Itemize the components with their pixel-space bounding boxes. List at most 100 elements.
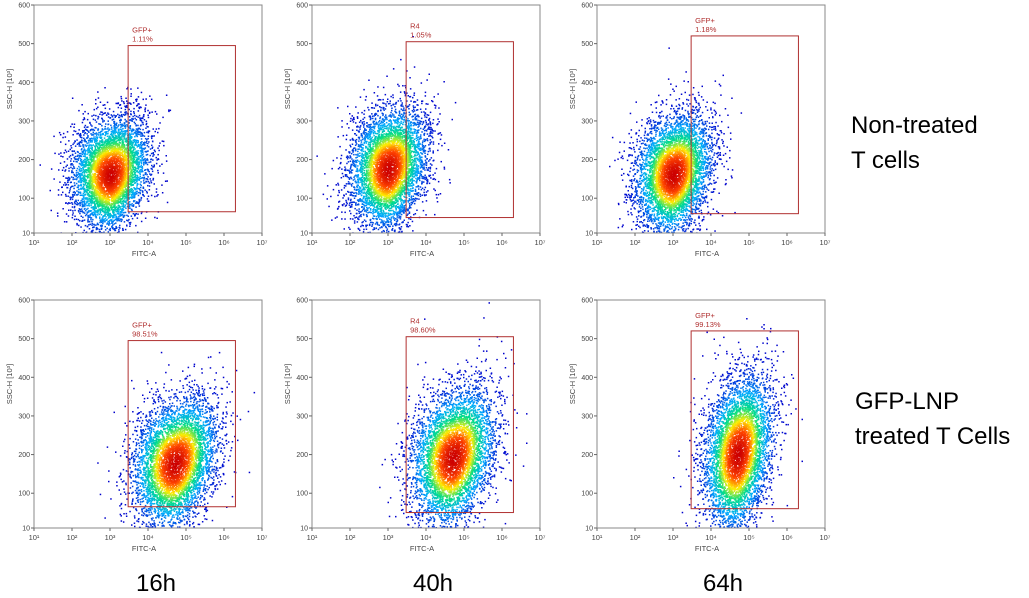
- event-dot: [118, 135, 121, 137]
- event-dot: [113, 186, 115, 189]
- event-dot: [121, 214, 124, 216]
- event-dot: [155, 191, 158, 193]
- event-dot: [98, 186, 100, 188]
- event-dot: [138, 158, 140, 160]
- event-dot: [90, 168, 92, 170]
- event-dot: [89, 199, 91, 202]
- event-dot: [103, 187, 105, 189]
- event-dot: [117, 170, 119, 173]
- event-dot: [82, 130, 84, 132]
- event-dot: [111, 206, 114, 209]
- event-dot: [122, 193, 125, 195]
- event-dot: [144, 107, 147, 109]
- event-dot: [75, 200, 77, 203]
- event-dot: [101, 204, 103, 207]
- event-dot: [94, 261, 96, 263]
- event-dot: [99, 219, 102, 222]
- event-dot: [120, 220, 123, 223]
- event-dot: [129, 221, 132, 224]
- event-dot: [134, 152, 136, 155]
- event-dot: [95, 211, 97, 213]
- event-dot: [119, 195, 121, 197]
- event-dot: [107, 150, 110, 152]
- event-dot: [114, 196, 117, 199]
- event-dot: [136, 105, 138, 107]
- event-dot: [90, 175, 92, 177]
- event-dot: [123, 206, 125, 208]
- event-dot: [128, 190, 131, 192]
- event-dot: [99, 198, 101, 200]
- event-dot: [110, 178, 113, 180]
- event-dot: [86, 194, 89, 196]
- event-dot: [81, 172, 83, 175]
- event-dot: [100, 203, 102, 206]
- event-dot: [109, 146, 111, 149]
- event-dot: [118, 130, 120, 132]
- event-dot: [83, 130, 85, 132]
- event-dot: [125, 184, 127, 186]
- event-dot: [80, 152, 82, 155]
- event-dot: [73, 160, 75, 163]
- event-dot: [140, 144, 142, 147]
- event-dot: [101, 163, 104, 165]
- event-dot: [111, 219, 113, 221]
- event-dot: [149, 111, 151, 114]
- event-dot: [99, 201, 101, 203]
- event-dot: [162, 140, 165, 143]
- event-dot: [119, 139, 121, 141]
- event-dot: [113, 122, 115, 124]
- event-dot: [124, 124, 127, 127]
- event-dot: [137, 162, 139, 164]
- event-dot: [136, 129, 139, 131]
- event-dot: [110, 194, 112, 196]
- event-dot: [89, 144, 91, 146]
- event-dot: [116, 175, 118, 177]
- event-dot: [130, 152, 132, 154]
- event-dot: [131, 143, 134, 145]
- event-dot: [120, 193, 122, 195]
- event-dot: [126, 168, 128, 170]
- event-dot: [90, 155, 93, 157]
- event-dot: [100, 164, 102, 166]
- event-dot: [66, 131, 69, 133]
- event-dot: [121, 185, 124, 187]
- event-dot: [93, 193, 95, 195]
- event-dot: [110, 185, 113, 188]
- event-dot: [69, 154, 72, 157]
- event-dot: [106, 140, 108, 143]
- event-dot: [132, 176, 134, 179]
- event-dot: [118, 162, 120, 165]
- event-dot: [111, 116, 114, 118]
- event-dot: [87, 126, 89, 128]
- event-dot: [136, 160, 138, 162]
- event-dot: [112, 129, 114, 132]
- event-dot: [115, 136, 117, 138]
- event-dot: [97, 154, 99, 156]
- event-dot: [136, 217, 139, 219]
- event-dot: [128, 178, 131, 181]
- event-dot: [124, 214, 126, 217]
- event-dot: [123, 152, 126, 155]
- event-dot: [89, 181, 91, 183]
- event-dot: [99, 140, 101, 143]
- event-dot: [107, 189, 109, 192]
- event-dot: [142, 193, 144, 196]
- event-dot: [91, 195, 93, 197]
- event-dot: [91, 231, 94, 233]
- event-dot: [130, 169, 133, 171]
- event-dot: [108, 216, 110, 218]
- event-dot: [115, 189, 117, 192]
- event-dot: [136, 142, 138, 144]
- event-dot: [76, 174, 78, 176]
- event-dot: [108, 208, 111, 210]
- event-dot: [115, 162, 117, 165]
- event-dot: [77, 159, 79, 161]
- event-dot: [83, 166, 85, 168]
- event-dot: [132, 149, 134, 152]
- event-dot: [121, 190, 123, 192]
- event-dot: [125, 137, 128, 140]
- event-dot: [98, 147, 100, 149]
- event-dot: [120, 202, 122, 204]
- event-dot: [82, 164, 84, 166]
- event-dot: [95, 98, 97, 101]
